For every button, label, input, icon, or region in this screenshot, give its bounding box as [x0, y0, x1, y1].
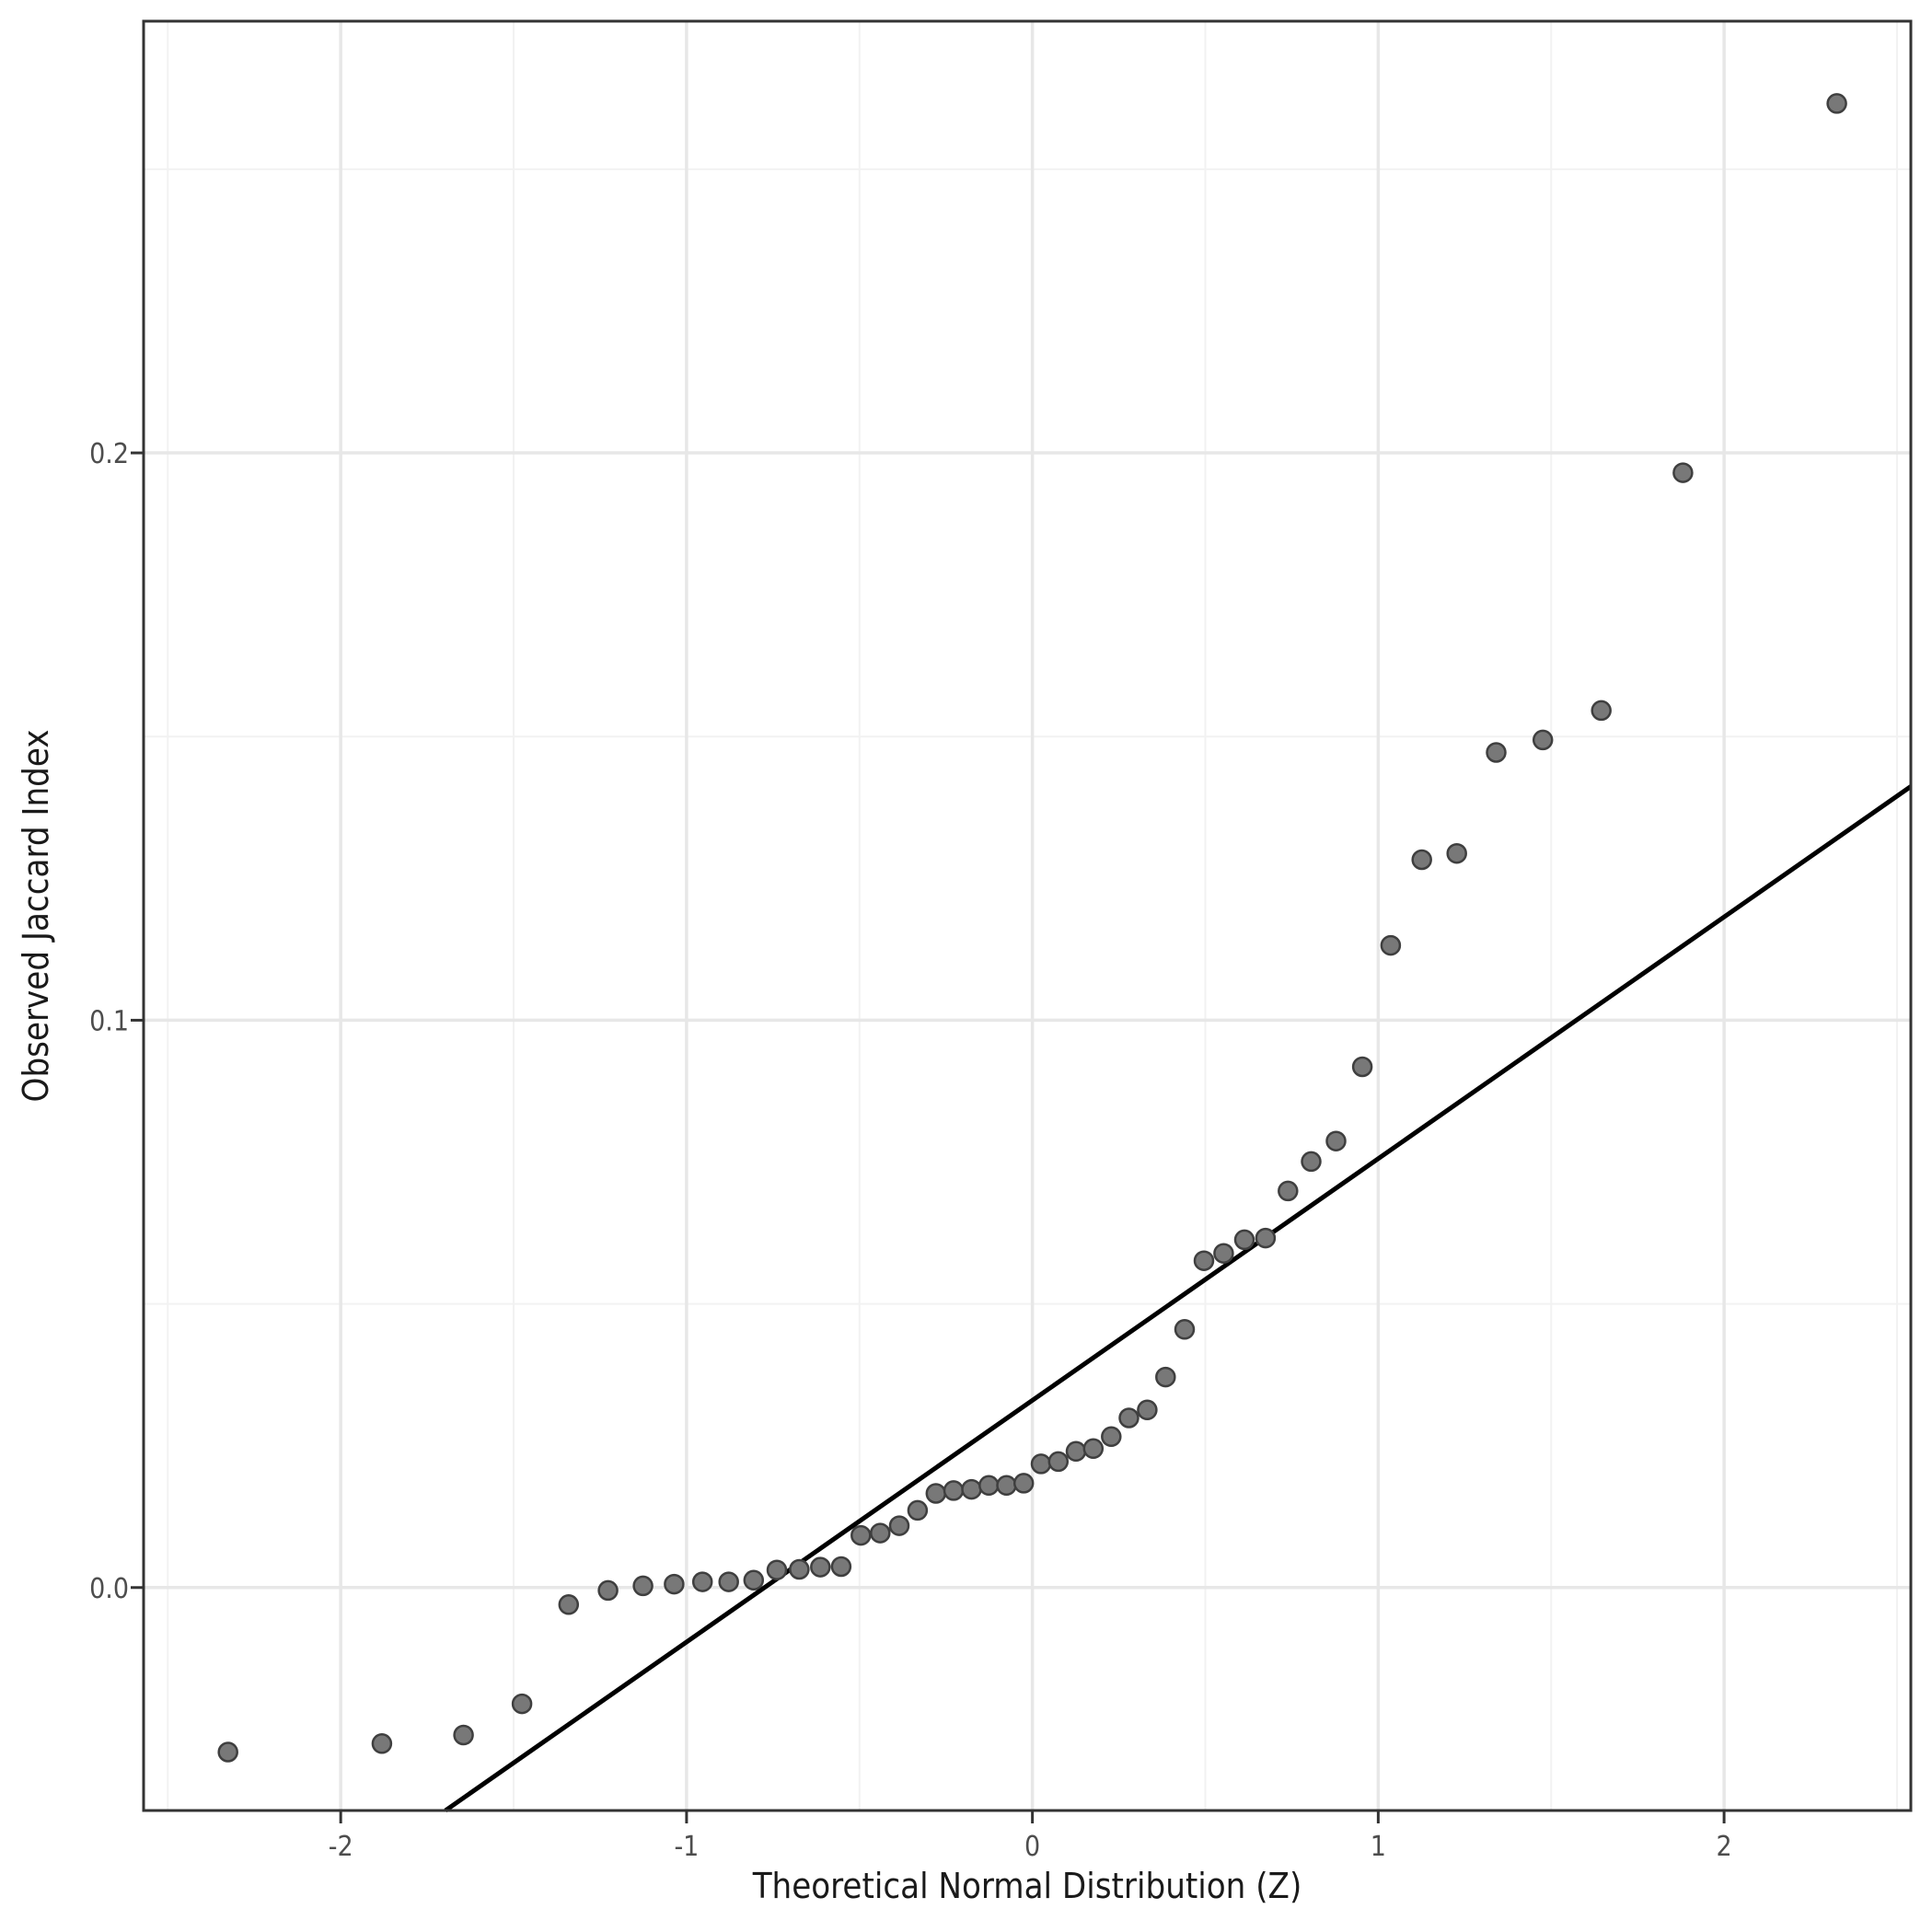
y-tick-label: 0.1 [89, 1005, 129, 1037]
data-point [691, 1571, 713, 1592]
data-point [907, 1499, 929, 1521]
x-axis-title: Theoretical Normal Distribution (Z) [752, 1866, 1302, 1906]
data-point [1101, 1426, 1122, 1448]
data-point [1411, 849, 1432, 871]
tick-layer [131, 451, 1726, 1823]
y-tick-label: 0.0 [89, 1573, 129, 1605]
data-point [810, 1556, 831, 1578]
axis-label-layer: -2 -1 0 1 2 0.0 0.1 0.2 [89, 438, 1732, 1863]
data-point [1278, 1180, 1299, 1202]
data-point [1351, 1056, 1373, 1078]
data-point [1137, 1399, 1158, 1421]
data-point [1155, 1366, 1176, 1388]
y-tick-label: 0.2 [89, 438, 129, 470]
data-point [789, 1558, 810, 1580]
data-point [597, 1579, 619, 1602]
data-point [850, 1524, 872, 1546]
y-axis-title: Observed Jaccard Index [16, 730, 56, 1103]
data-point [1118, 1407, 1140, 1429]
data-point [1047, 1451, 1070, 1473]
reference-line-layer [444, 784, 1913, 1813]
x-tick-label: 1 [1371, 1831, 1386, 1863]
data-point [943, 1480, 965, 1501]
grid-minor-layer [144, 21, 1911, 1811]
data-point [830, 1556, 852, 1578]
data-point [1012, 1473, 1035, 1494]
data-point [1213, 1243, 1234, 1264]
data-point [1255, 1227, 1277, 1249]
x-tick-label: 0 [1024, 1831, 1040, 1863]
data-point [453, 1724, 474, 1746]
x-tick-label: -2 [329, 1831, 353, 1863]
data-point [1826, 93, 1847, 114]
data-point [664, 1573, 685, 1595]
data-point-layer [217, 93, 1847, 1763]
qq-reference-line [444, 784, 1913, 1813]
data-point [1193, 1250, 1215, 1271]
data-point [961, 1478, 982, 1500]
data-point [511, 1693, 533, 1715]
data-point [1591, 700, 1612, 722]
data-point [718, 1571, 739, 1592]
data-point [743, 1569, 765, 1591]
data-point [1065, 1440, 1087, 1463]
data-point [888, 1515, 910, 1536]
data-point [1082, 1438, 1105, 1460]
x-tick-label: 2 [1717, 1831, 1732, 1863]
data-point [1325, 1130, 1347, 1151]
data-point [558, 1594, 580, 1615]
data-point [1233, 1229, 1255, 1251]
data-point [1446, 842, 1467, 864]
data-point [632, 1575, 654, 1597]
data-point [925, 1483, 947, 1504]
data-point [1532, 729, 1554, 751]
data-point [1380, 934, 1402, 956]
x-tick-label: -1 [674, 1831, 699, 1863]
data-point [1672, 462, 1694, 483]
data-point [1174, 1319, 1196, 1340]
data-point [371, 1733, 393, 1754]
data-point [217, 1741, 238, 1763]
data-point [1301, 1151, 1322, 1173]
data-point [870, 1522, 891, 1544]
data-point [978, 1475, 1000, 1497]
data-point [766, 1559, 788, 1580]
data-point [1486, 742, 1507, 763]
plot-panel-border [142, 19, 1913, 1812]
data-point [1030, 1453, 1052, 1475]
data-point [996, 1475, 1017, 1497]
